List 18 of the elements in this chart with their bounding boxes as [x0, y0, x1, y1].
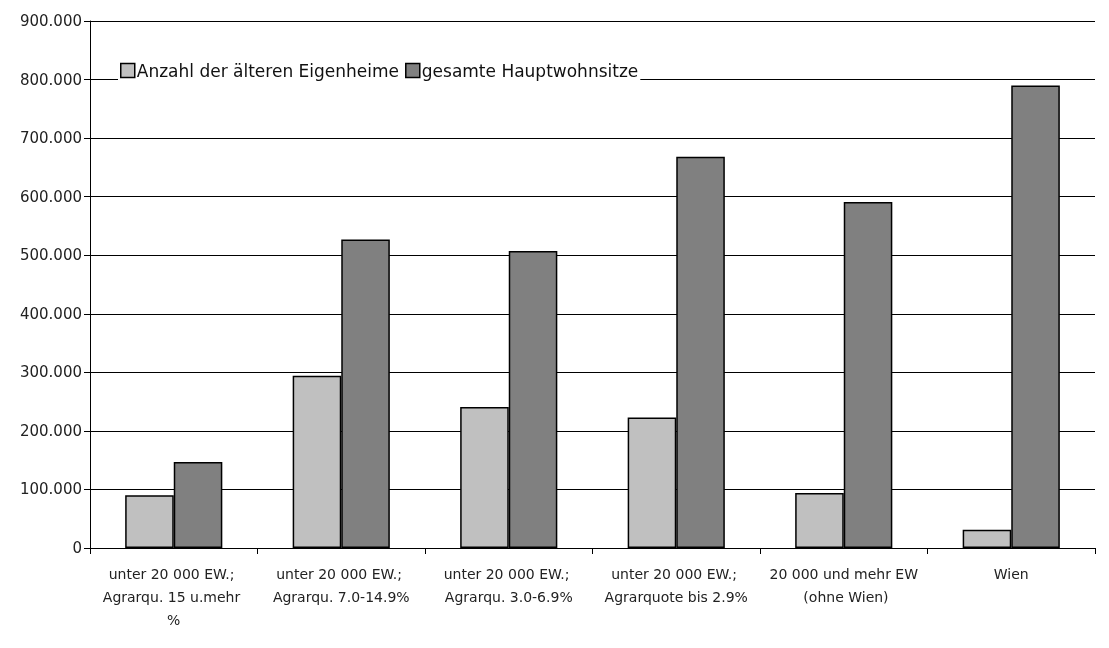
x-tick-label: unter 20 000 EW.; Agrarqu. 3.0-6.9% — [443, 565, 574, 605]
y-tick-label: 400.000 — [19, 304, 82, 323]
y-tick-label: 900.000 — [19, 12, 82, 30]
x-tick-label: 20 000 und mehr EW (ohne Wien) — [769, 565, 919, 605]
y-tick-label: 0 — [72, 539, 82, 557]
y-tick-label: 100.000 — [19, 480, 82, 499]
x-tick-label: Wien — [993, 565, 1029, 582]
y-tick-label: 200.000 — [19, 421, 82, 440]
y-tick-label: 800.000 — [19, 70, 82, 89]
legend-label: gesamte Hauptwohnsitze — [421, 60, 639, 81]
x-tick-label: unter 20 000 EW.; Agrarqu. 15 u.mehr % — [102, 565, 245, 628]
y-tick-label: 500.000 — [19, 246, 82, 265]
y-tick-label: 300.000 — [19, 363, 82, 382]
y-tick-label: 600.000 — [19, 187, 82, 206]
x-tick-label: unter 20 000 EW.; Agrarquote bis 2.9% — [604, 565, 748, 605]
y-tick-label: 700.000 — [19, 129, 82, 148]
legend-label: Anzahl der älteren Eigenheime — [136, 60, 400, 81]
x-tick-label: unter 20 000 EW.; Agrarqu. 7.0-14.9% — [272, 565, 410, 605]
